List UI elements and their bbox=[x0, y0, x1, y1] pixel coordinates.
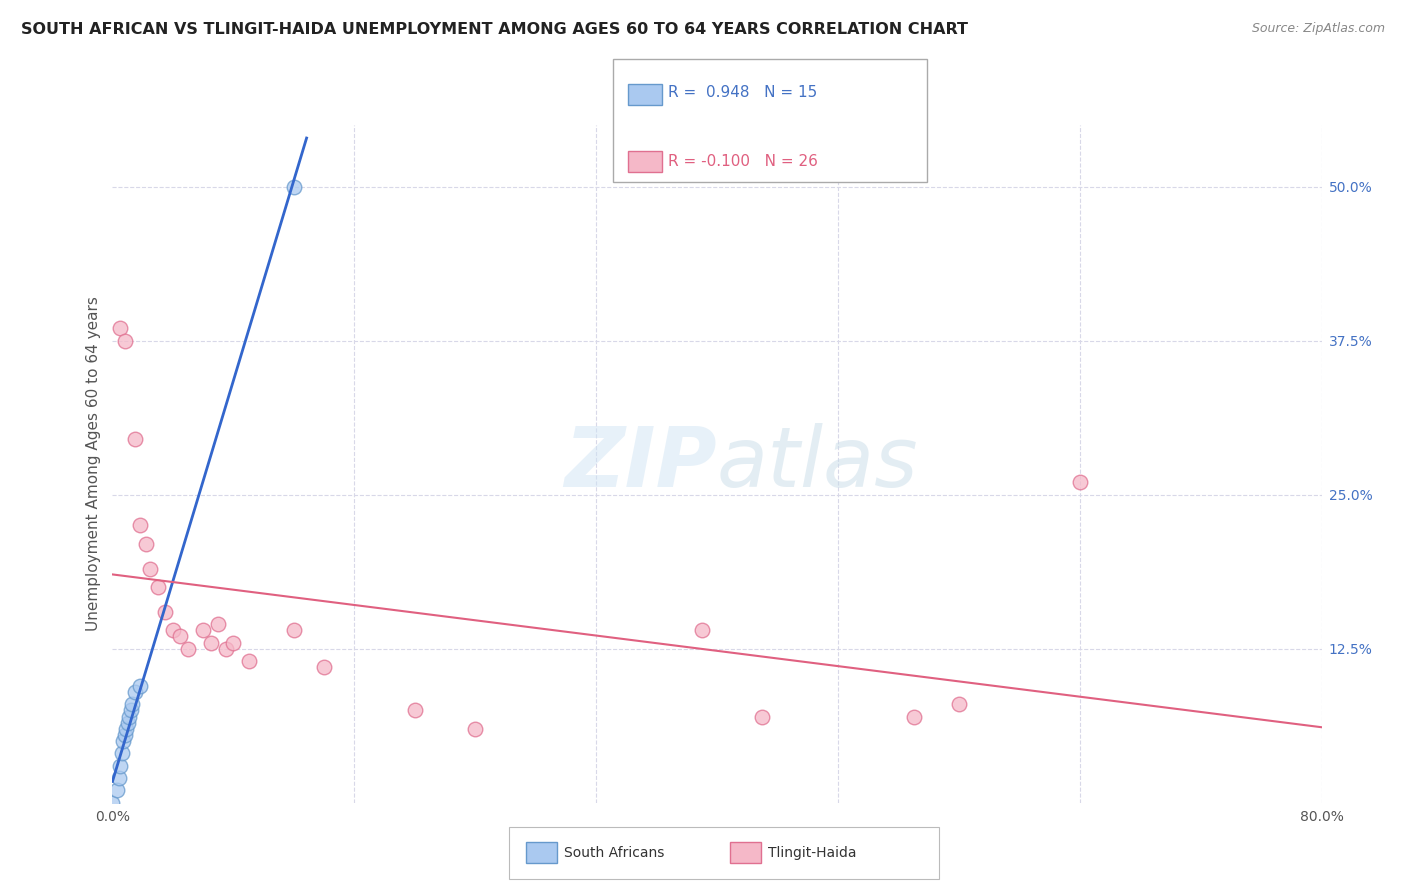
Point bbox=[128, 518, 150, 533]
Text: SOUTH AFRICAN VS TLINGIT-HAIDA UNEMPLOYMENT AMONG AGES 60 TO 64 YEARS CORRELATIO: SOUTH AFRICAN VS TLINGIT-HAIDA UNEMPLOYM… bbox=[21, 22, 969, 37]
Point bbox=[751, 709, 773, 723]
Point bbox=[207, 617, 229, 632]
Point bbox=[101, 796, 124, 810]
Text: Source: ZipAtlas.com: Source: ZipAtlas.com bbox=[1251, 22, 1385, 36]
Text: Tlingit-Haida: Tlingit-Haida bbox=[768, 846, 856, 860]
Text: South Africans: South Africans bbox=[564, 846, 664, 860]
Point bbox=[948, 697, 970, 711]
Point bbox=[404, 703, 426, 717]
Point bbox=[191, 624, 214, 638]
Point bbox=[120, 703, 142, 717]
Point bbox=[222, 635, 245, 649]
Point bbox=[108, 759, 131, 773]
Point bbox=[110, 747, 132, 761]
Point bbox=[124, 685, 146, 699]
Point bbox=[105, 783, 128, 797]
Point bbox=[283, 624, 305, 638]
Point bbox=[464, 722, 486, 736]
Point bbox=[177, 641, 200, 656]
Point bbox=[283, 179, 305, 194]
Point bbox=[135, 537, 157, 551]
Point bbox=[115, 722, 138, 736]
Point bbox=[903, 709, 925, 723]
Point bbox=[108, 321, 131, 335]
Point bbox=[162, 624, 184, 638]
Point bbox=[215, 641, 238, 656]
Point bbox=[114, 728, 136, 742]
Point bbox=[117, 715, 139, 730]
Point bbox=[107, 771, 129, 785]
Text: atlas: atlas bbox=[717, 424, 918, 504]
Point bbox=[200, 635, 222, 649]
Point bbox=[238, 654, 260, 668]
Point bbox=[155, 605, 177, 619]
Point bbox=[169, 629, 191, 643]
Point bbox=[121, 697, 143, 711]
Point bbox=[118, 709, 141, 723]
Point bbox=[690, 624, 713, 638]
Text: ZIP: ZIP bbox=[564, 424, 717, 504]
Point bbox=[146, 580, 169, 594]
Point bbox=[124, 432, 146, 446]
Y-axis label: Unemployment Among Ages 60 to 64 years: Unemployment Among Ages 60 to 64 years bbox=[86, 296, 101, 632]
Point bbox=[112, 734, 135, 748]
Point bbox=[128, 679, 150, 693]
Point bbox=[114, 334, 136, 348]
Point bbox=[314, 660, 336, 674]
Text: R =  0.948   N = 15: R = 0.948 N = 15 bbox=[668, 86, 817, 100]
Text: R = -0.100   N = 26: R = -0.100 N = 26 bbox=[668, 154, 818, 169]
Point bbox=[1069, 475, 1091, 490]
Point bbox=[139, 561, 162, 575]
